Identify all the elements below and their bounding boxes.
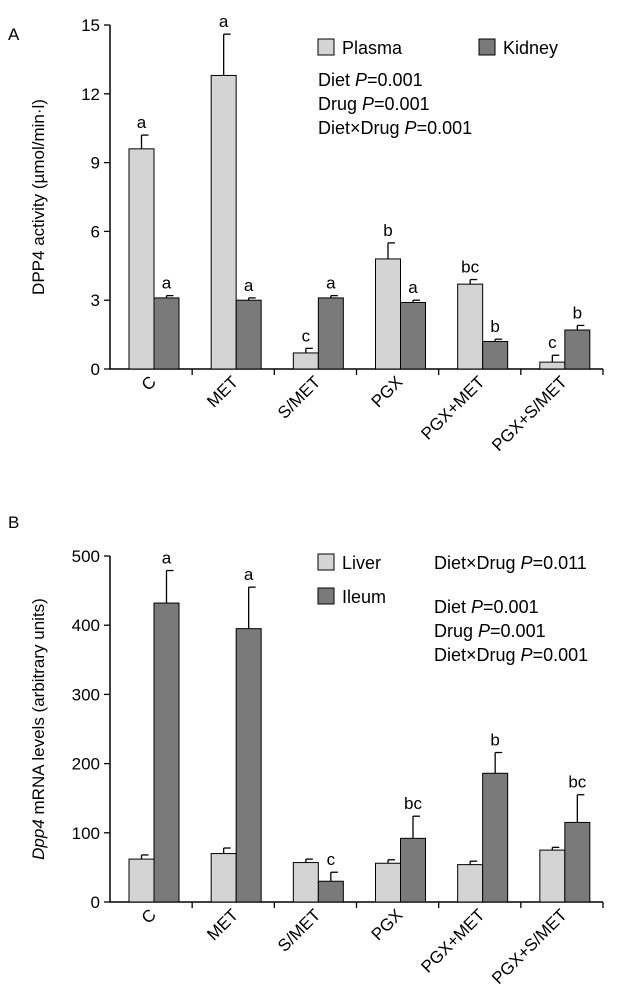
panel-b-ileum-stats-annotation: Drug P=0.001	[434, 621, 546, 641]
panel-b-bar-ileum	[482, 772, 509, 903]
panel-a-y-tick-label: 12	[81, 85, 100, 104]
panel-b-liver-stats-annotation: Diet×Drug P=0.011	[434, 553, 587, 573]
panel-a-bar-kidney	[400, 301, 426, 370]
legend-label-ileum: Ileum	[342, 587, 386, 607]
panel-a-category-label: S/MET	[274, 372, 324, 422]
panel-a-chart: A 0 3 6 9 12 15 DPP4 activity (µmol/min·l) a a Ca a…	[8, 12, 604, 455]
panel-a-bar-kidney	[153, 297, 180, 370]
panel-b-ileum-stats-annotation: Diet P=0.001	[434, 597, 539, 617]
panel-a-significance-letter: b	[573, 303, 582, 322]
panel-a-category-label: PGX	[368, 372, 407, 411]
panel-b-y-tick-label: 500	[72, 547, 100, 566]
panel-b-significance-letter: b	[490, 731, 499, 750]
panel-a-significance-letter: c	[548, 333, 557, 352]
panel-a-significance-letter: b	[490, 317, 499, 336]
panel-a-category-label: PGX+MET	[417, 372, 488, 443]
legend-swatch-ileum	[317, 587, 335, 605]
panel-b-ileum-stats-annotation: Diet×Drug P=0.001	[434, 645, 588, 665]
panel-a-significance-letter: bc	[461, 258, 479, 277]
panel-b-category-label: S/MET	[274, 905, 324, 955]
panel-a-bar-kidney	[564, 329, 591, 370]
panel-a-y-tick-label: 0	[91, 360, 100, 379]
panel-b-y-tick-label: 400	[72, 616, 100, 635]
panel-a-significance-letter: a	[219, 12, 229, 31]
panel-b-chart: B 0 100 200 300 400 500 Dpp4 mRNA levels (arbit…	[8, 513, 604, 988]
panel-b-bar-ileum	[564, 821, 591, 903]
panel-a-category-label: C	[138, 372, 160, 394]
panel-a-significance-letter: a	[162, 274, 172, 293]
panel-b-y-axis-title: Dpp4 mRNA levels (arbitrary units)	[29, 598, 48, 860]
panel-b-category-label: PGX	[368, 905, 407, 944]
panel-b-panel-letter: B	[8, 513, 19, 532]
panel-a-stats-annotation: Diet×Drug P=0.001	[318, 118, 472, 138]
panel-a-bar-plasma	[457, 283, 484, 370]
panel-b-significance-letter: c	[327, 850, 336, 869]
panel-a-panel-letter: A	[8, 25, 20, 44]
panel-a-y-tick-label: 15	[81, 16, 100, 35]
panel-b-bar-ileum	[317, 880, 344, 903]
panel-b-bar-ileum	[153, 602, 180, 903]
panel-a-stats-annotation: Diet P=0.001	[318, 70, 423, 90]
legend-swatch-liver	[317, 553, 335, 571]
panel-b-y-tick-label: 0	[91, 893, 100, 912]
panel-a-bar-plasma	[375, 258, 401, 370]
panel-a-bar-plasma	[128, 148, 155, 370]
panel-a-category-label: MET	[203, 372, 242, 411]
panel-b-y-tick-label: 200	[72, 755, 100, 774]
panel-b-bar-liver	[210, 853, 237, 903]
panel-a-bar-kidney	[235, 299, 262, 370]
panel-a-category-label: PGX+S/MET	[488, 372, 571, 455]
panel-b-category-label: PGX+MET	[417, 905, 488, 976]
panel-b-bar-liver	[539, 849, 566, 903]
panel-b-bar-ileum	[400, 837, 426, 903]
panel-b-y-tick-label: 100	[72, 824, 100, 843]
panel-a-significance-letter: a	[408, 278, 418, 297]
panel-b-significance-letter: bc	[568, 773, 586, 792]
panel-b-significance-letter: bc	[404, 794, 422, 813]
legend-label-liver: Liver	[342, 553, 381, 573]
panel-a-stats-annotation: Drug P=0.001	[318, 94, 430, 114]
panel-b-category-label: C	[138, 905, 160, 927]
panel-a-bar-plasma	[292, 352, 319, 370]
panel-a-y-tick-label: 6	[91, 222, 100, 241]
panel-a-bar-kidney	[482, 340, 509, 370]
panel-b-bar-liver	[128, 858, 155, 903]
legend-swatch-plasma	[317, 38, 335, 56]
panel-a-bar-plasma	[210, 74, 237, 370]
panel-b-significance-letter: a	[244, 565, 254, 584]
panel-b-significance-letter: a	[162, 549, 172, 568]
panel-b-y-tick-label: 300	[72, 685, 100, 704]
panel-b-bar-ileum	[235, 628, 262, 903]
panel-b-category-label: PGX+S/MET	[488, 905, 571, 988]
panel-a-bar-plasma	[539, 361, 566, 370]
panel-a-y-axis-title: DPP4 activity (µmol/min·l)	[29, 99, 48, 295]
panel-a-y-tick-label: 3	[91, 291, 100, 310]
panel-a-significance-letter: a	[326, 274, 336, 293]
panel-a-significance-letter: c	[302, 326, 311, 345]
panel-a-y-tick-label: 9	[91, 154, 100, 173]
legend-swatch-kidney	[478, 38, 496, 56]
panel-a-significance-letter: b	[383, 221, 392, 240]
panel-b-bar-liver	[375, 862, 401, 903]
panel-a-bar-kidney	[317, 297, 344, 370]
panel-b-bar-liver	[292, 862, 319, 903]
panel-b-category-label: MET	[203, 905, 242, 944]
legend-label-plasma: Plasma	[342, 38, 403, 58]
panel-a-significance-letter: a	[244, 276, 254, 295]
panel-a-significance-letter: a	[137, 113, 147, 132]
panel-b-bar-liver	[457, 864, 484, 903]
legend-label-kidney: Kidney	[503, 38, 558, 58]
